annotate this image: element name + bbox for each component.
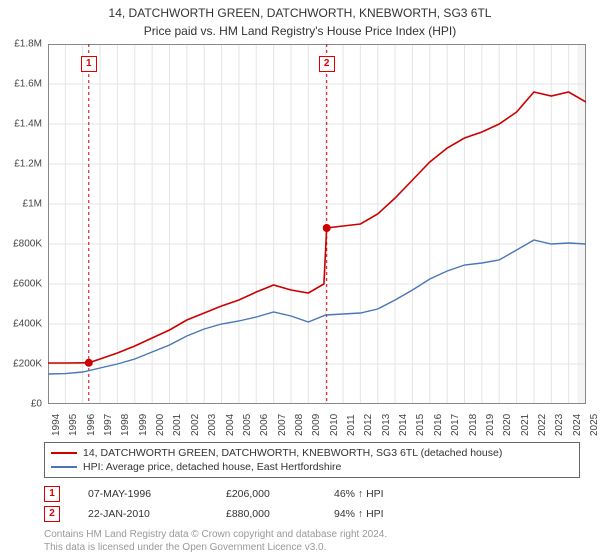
x-tick-label: 1998 xyxy=(120,414,131,436)
legend-label: HPI: Average price, detached house, East… xyxy=(83,461,341,473)
chart-title-line2: Price paid vs. HM Land Registry's House … xyxy=(0,22,600,38)
x-tick-label: 1996 xyxy=(86,414,97,436)
event-marker-icon: 2 xyxy=(44,506,60,522)
footer-line2: This data is licensed under the Open Gov… xyxy=(44,541,576,554)
x-tick-label: 2005 xyxy=(242,414,253,436)
event-marker-icon: 1 xyxy=(44,486,60,502)
x-tick-label: 2025 xyxy=(589,414,600,436)
event-date: 07-MAY-1996 xyxy=(88,488,198,500)
legend-item: HPI: Average price, detached house, East… xyxy=(51,460,573,474)
legend-label: 14, DATCHWORTH GREEN, DATCHWORTH, KNEBWO… xyxy=(83,447,502,459)
x-tick-label: 2021 xyxy=(520,414,531,436)
x-tick-label: 2014 xyxy=(398,414,409,436)
x-tick-label: 2009 xyxy=(311,414,322,436)
y-tick-label: £1.2M xyxy=(14,159,42,170)
x-tick-label: 2012 xyxy=(363,414,374,436)
x-tick-label: 1994 xyxy=(51,414,62,436)
x-tick-label: 2013 xyxy=(381,414,392,436)
event-marker-box: 1 xyxy=(81,56,97,72)
chart-svg xyxy=(48,44,586,404)
legend-swatch xyxy=(51,466,77,468)
x-tick-label: 2011 xyxy=(346,414,357,436)
x-tick-label: 1999 xyxy=(138,414,149,436)
x-tick-label: 2000 xyxy=(155,414,166,436)
x-tick-label: 2017 xyxy=(450,414,461,436)
event-date: 22-JAN-2010 xyxy=(88,508,198,520)
y-tick-label: £400K xyxy=(13,319,42,330)
legend-swatch xyxy=(51,452,77,454)
x-tick-label: 2004 xyxy=(225,414,236,436)
y-tick-label: £0 xyxy=(31,399,42,410)
x-tick-label: 2016 xyxy=(433,414,444,436)
x-tick-label: 2020 xyxy=(502,414,513,436)
event-marker-box: 2 xyxy=(319,56,335,72)
x-tick-label: 2001 xyxy=(172,414,183,436)
x-tick-label: 2023 xyxy=(554,414,565,436)
x-tick-label: 2018 xyxy=(468,414,479,436)
event-row: 2 22-JAN-2010 £880,000 94% ↑ HPI xyxy=(44,504,576,524)
y-tick-label: £800K xyxy=(13,239,42,250)
chart-container: 14, DATCHWORTH GREEN, DATCHWORTH, KNEBWO… xyxy=(0,0,600,560)
x-tick-label: 2022 xyxy=(537,414,548,436)
chart-area: £0£200K£400K£600K£800K£1M£1.2M£1.4M£1.6M… xyxy=(48,44,586,404)
x-tick-label: 2024 xyxy=(572,414,583,436)
x-tick-label: 2015 xyxy=(415,414,426,436)
legend-item: 14, DATCHWORTH GREEN, DATCHWORTH, KNEBWO… xyxy=(51,446,573,460)
y-tick-label: £1.8M xyxy=(14,39,42,50)
y-tick-label: £200K xyxy=(13,359,42,370)
legend: 14, DATCHWORTH GREEN, DATCHWORTH, KNEBWO… xyxy=(44,442,580,478)
event-price: £880,000 xyxy=(226,508,306,520)
chart-title-line1: 14, DATCHWORTH GREEN, DATCHWORTH, KNEBWO… xyxy=(0,0,600,22)
y-tick-label: £1M xyxy=(23,199,42,210)
event-hpi: 94% ↑ HPI xyxy=(334,508,434,520)
x-tick-label: 1997 xyxy=(103,414,114,436)
y-tick-label: £1.4M xyxy=(14,119,42,130)
event-hpi: 46% ↑ HPI xyxy=(334,488,434,500)
footer-line1: Contains HM Land Registry data © Crown c… xyxy=(44,528,576,541)
x-tick-label: 2007 xyxy=(277,414,288,436)
event-price: £206,000 xyxy=(226,488,306,500)
x-tick-label: 2002 xyxy=(190,414,201,436)
x-tick-label: 1995 xyxy=(68,414,79,436)
event-row: 1 07-MAY-1996 £206,000 46% ↑ HPI xyxy=(44,484,576,504)
events-table: 1 07-MAY-1996 £206,000 46% ↑ HPI 2 22-JA… xyxy=(44,484,576,524)
x-tick-label: 2008 xyxy=(294,414,305,436)
x-tick-label: 2006 xyxy=(259,414,270,436)
footer: Contains HM Land Registry data © Crown c… xyxy=(44,528,576,554)
x-tick-label: 2019 xyxy=(485,414,496,436)
x-tick-label: 2003 xyxy=(207,414,218,436)
y-tick-label: £600K xyxy=(13,279,42,290)
x-tick-label: 2010 xyxy=(329,414,340,436)
y-tick-label: £1.6M xyxy=(14,79,42,90)
